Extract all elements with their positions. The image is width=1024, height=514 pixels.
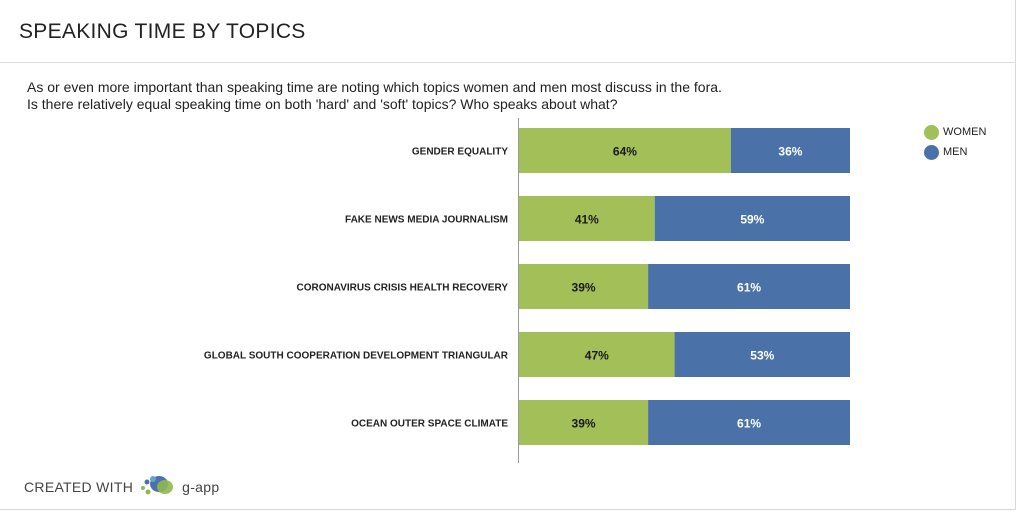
category-label: GLOBAL SOUTH COOPERATION DEVELOPMENT TRI… — [204, 351, 509, 362]
data-label-women: 41% — [575, 213, 599, 227]
category-label: OCEAN OUTER SPACE CLIMATE — [351, 419, 508, 430]
g-app-logo-icon — [139, 470, 179, 503]
bar-segment-women — [519, 332, 675, 377]
bar-segment-men — [648, 264, 850, 309]
footer-credit: CREATED WITH g-app — [24, 470, 219, 503]
legend-label-women: WOMEN — [943, 126, 987, 138]
title-divider — [0, 62, 1016, 63]
bar-segment-women — [519, 128, 731, 173]
chart-legend: WOMEN MEN — [924, 122, 986, 162]
bar-segment-men — [648, 400, 850, 445]
legend-label-men: MEN — [943, 146, 968, 158]
data-label-women: 64% — [613, 145, 637, 159]
category-label: CORONAVIRUS CRISIS HEALTH RECOVERY — [297, 283, 509, 294]
data-label-men: 61% — [737, 417, 761, 431]
page-title: SPEAKING TIME BY TOPICS — [19, 20, 306, 43]
description-line-1: As or even more important than speaking … — [27, 79, 722, 95]
data-label-men: 36% — [778, 145, 802, 159]
data-label-women: 47% — [585, 349, 609, 363]
bar-segment-women — [519, 264, 649, 309]
data-label-men: 59% — [740, 213, 764, 227]
legend-swatch-women — [924, 124, 939, 140]
data-label-women: 39% — [572, 281, 596, 295]
chart-description: As or even more important than speaking … — [27, 79, 907, 113]
legend-item-women: WOMEN — [924, 122, 986, 142]
category-label: GENDER EQUALITY — [412, 147, 508, 158]
bar-segment-men — [654, 196, 850, 241]
brand-name: g-app — [182, 478, 220, 495]
bar-segment-men — [730, 128, 850, 173]
legend-swatch-men — [924, 144, 939, 160]
data-label-women: 39% — [572, 417, 596, 431]
category-label: FAKE NEWS MEDIA JOURNALISM — [345, 215, 508, 226]
bar-segment-men — [674, 332, 850, 377]
bar-segment-women — [519, 400, 649, 445]
data-label-men: 61% — [737, 281, 761, 295]
data-label-men: 53% — [750, 349, 774, 363]
description-line-2: Is there relatively equal speaking time … — [27, 96, 618, 112]
legend-item-men: MEN — [924, 142, 986, 162]
bar-segment-women — [519, 196, 655, 241]
created-with-label: CREATED WITH — [24, 478, 134, 495]
